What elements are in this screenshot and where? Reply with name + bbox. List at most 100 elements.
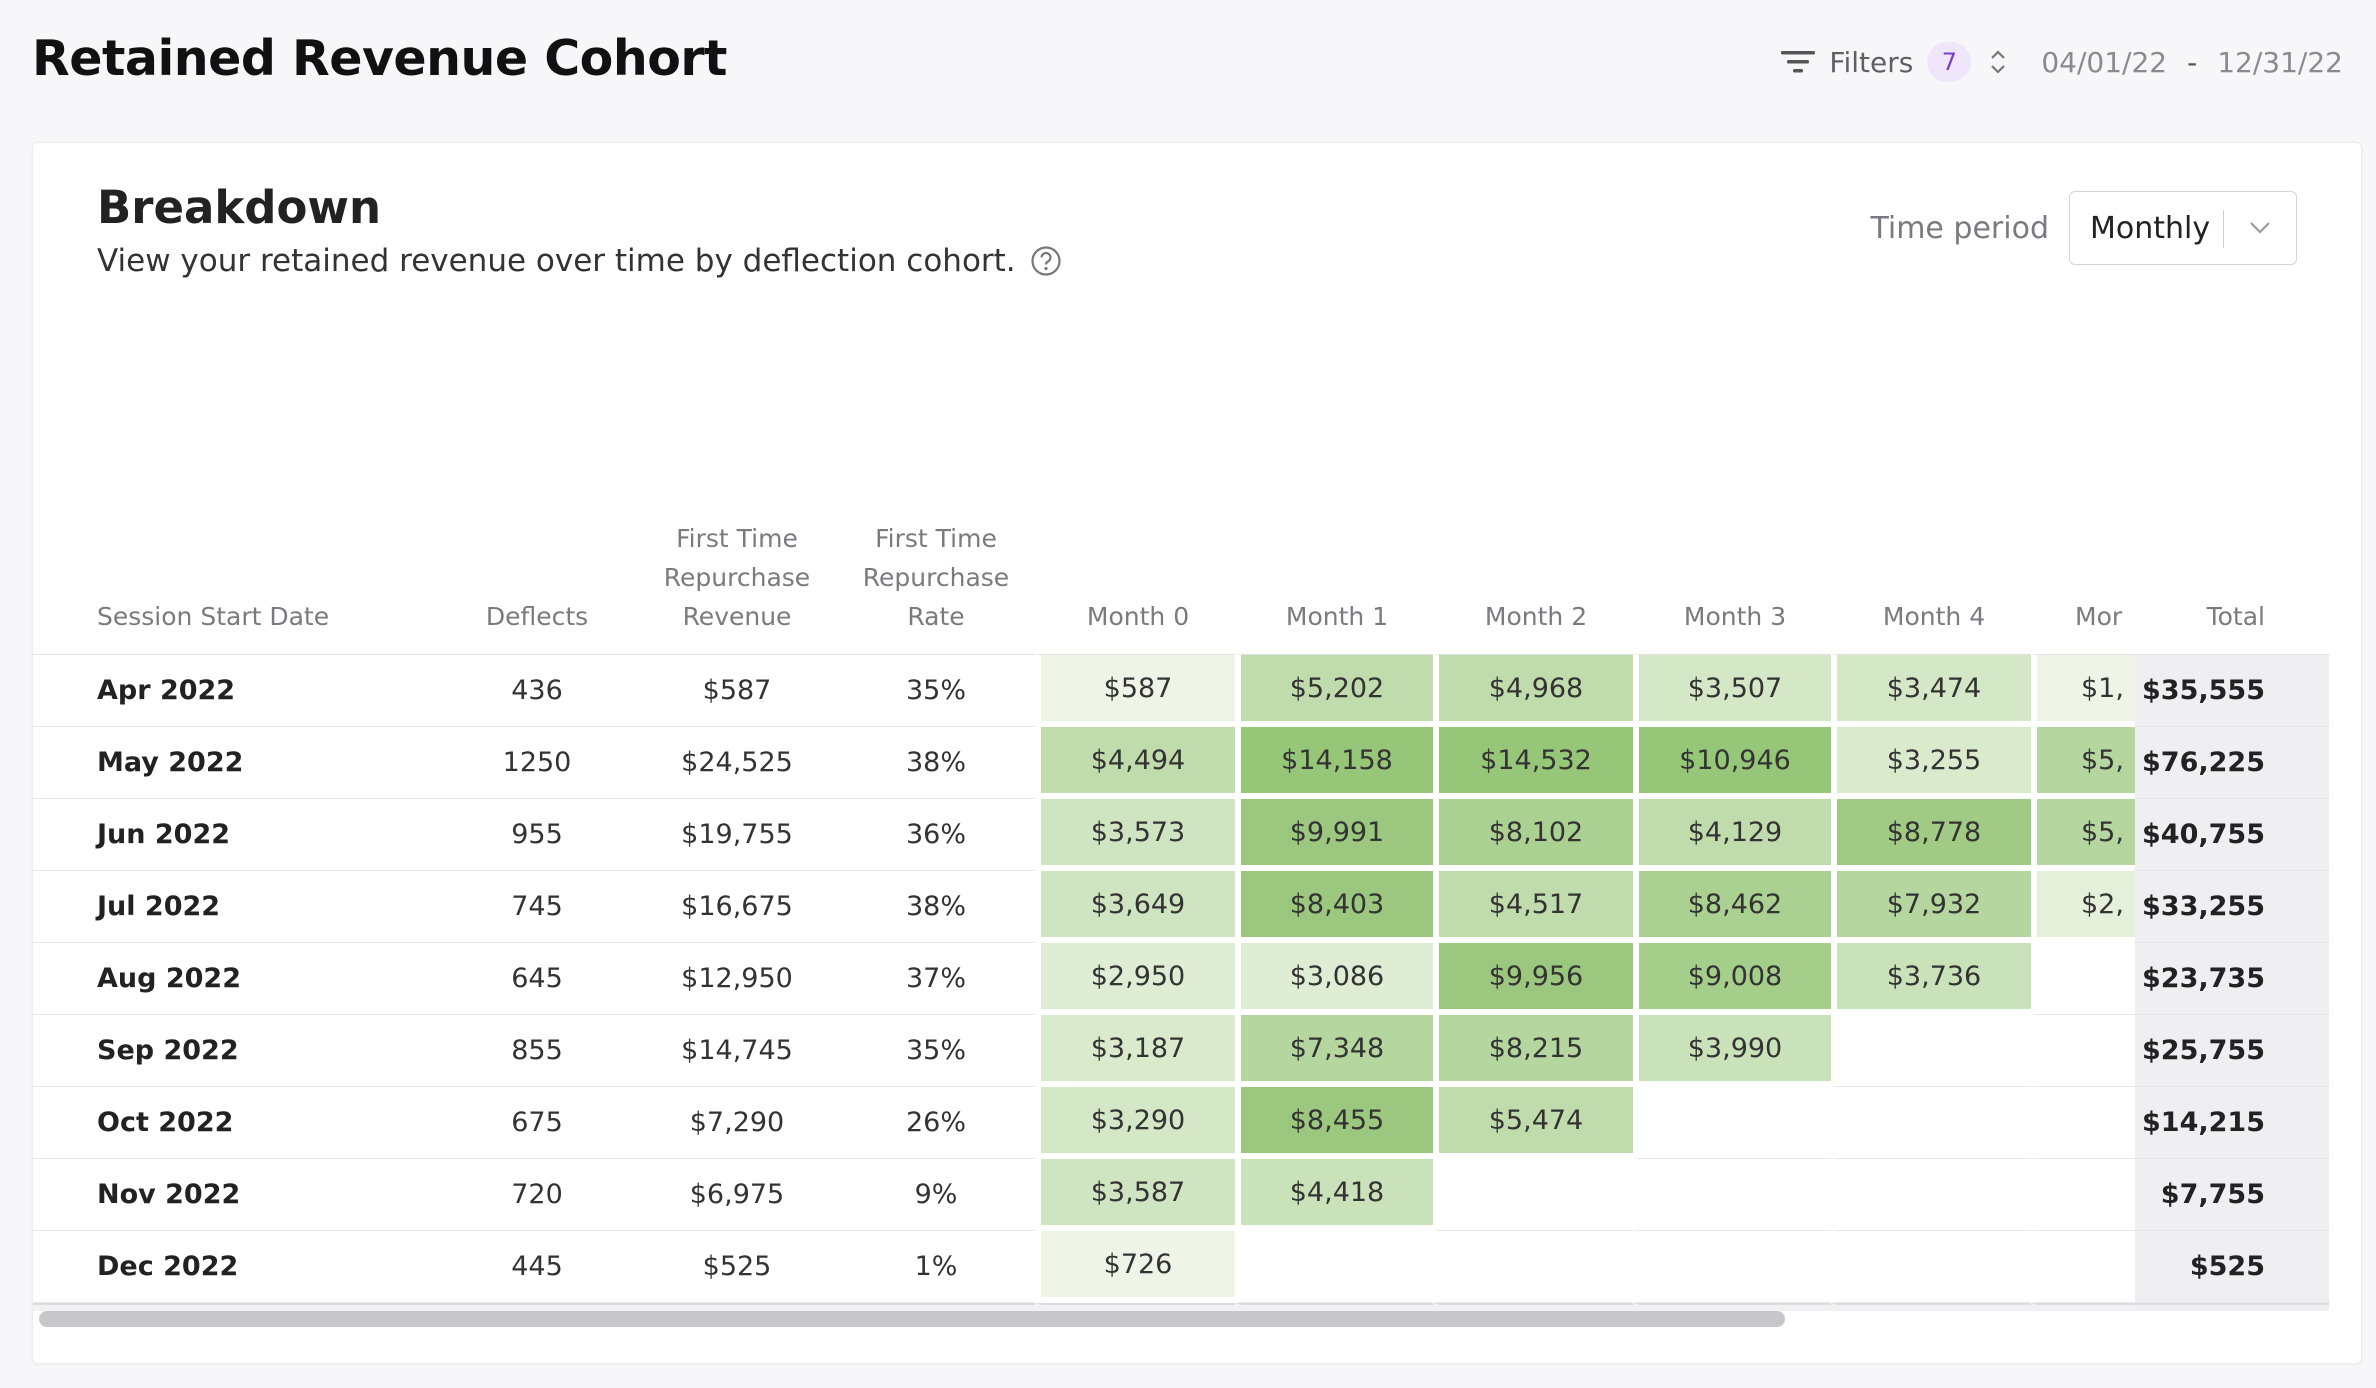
col-header-month-4[interactable]: Month 4 — [1831, 359, 2031, 655]
sort-icon[interactable] — [1989, 49, 2007, 75]
cell-first-time-revenue: $6,975 — [637, 1159, 837, 1231]
footer-month-4: $27,175 — [1831, 1303, 2031, 1311]
footer-month-3: $40,043 — [1633, 1303, 1831, 1311]
scrollbar-thumb[interactable] — [39, 1311, 1785, 1327]
cell-month-0: $726 — [1035, 1231, 1235, 1303]
table-row[interactable]: Oct 2022 675 $7,290 26% $3,290 $8,455 $5,474 $1… — [33, 1087, 2329, 1159]
cell-first-time-rate: 35% — [837, 655, 1035, 727]
col-header-first-time-repurchase-rate[interactable]: First Time Repurchase Rate — [837, 359, 1035, 655]
cell-month-0: $3,290 — [1035, 1087, 1235, 1159]
topbar: Filters 7 04/01/22 - 12/31/22 — [1781, 42, 2343, 82]
table-row[interactable]: Sep 2022 855 $14,745 35% $3,187 $7,348 $8,215 $… — [33, 1015, 2329, 1087]
cell-month-3 — [1633, 1087, 1831, 1159]
cell-month-0: $4,494 — [1035, 727, 1235, 799]
cell-month-1: $3,086 — [1235, 943, 1433, 1015]
time-period-value: Monthly — [2090, 210, 2211, 246]
col-header-total[interactable]: Total — [2135, 359, 2329, 655]
cell-month-2 — [1433, 1159, 1633, 1231]
col-header-session-start-date[interactable]: Session Start Date — [33, 359, 437, 655]
breakdown-subtitle-text: View your retained revenue over time by … — [97, 243, 1016, 279]
cell-first-time-revenue: $19,755 — [637, 799, 837, 871]
cell-month-2: $5,474 — [1433, 1087, 1633, 1159]
cell-total: $525 — [2135, 1231, 2329, 1303]
cell-month-3 — [1633, 1159, 1831, 1231]
cell-month-0: $587 — [1035, 655, 1235, 727]
col-header-deflects[interactable]: Deflects — [437, 359, 637, 655]
table-header-row: Session Start Date Deflects First Time R… — [33, 359, 2329, 655]
table-row[interactable]: Dec 2022 445 $525 1% $726 $525 — [33, 1231, 2329, 1303]
col-header-line: First Time — [875, 524, 997, 553]
table-row[interactable]: Nov 2022 720 $6,975 9% $3,587 $4,418 $7,755 — [33, 1159, 2329, 1231]
table-row[interactable]: Apr 2022 436 $587 35% $587 $5,202 $4,968 $3,507… — [33, 655, 2329, 727]
help-icon[interactable] — [1030, 245, 1062, 277]
cell-month-4: $8,778 — [1831, 799, 2031, 871]
cell-month-4 — [1831, 1231, 2031, 1303]
cohort-table-container[interactable]: Session Start Date Deflects First Time R… — [33, 359, 2329, 1311]
breakdown-title: Breakdown — [97, 181, 382, 234]
table-row[interactable]: Aug 2022 645 $12,950 37% $2,950 $3,086 $9,956 $… — [33, 943, 2329, 1015]
col-header-month-2[interactable]: Month 2 — [1433, 359, 1633, 655]
cell-month-5: $5, — [2031, 799, 2135, 871]
date-start-input[interactable]: 04/01/22 — [2041, 45, 2168, 79]
select-divider — [2222, 210, 2224, 248]
page-title: Retained Revenue Cohort — [32, 30, 727, 87]
cell-first-time-revenue: $24,525 — [637, 727, 837, 799]
footer-total: $222,220 — [2135, 1303, 2329, 1311]
cell-deflects: 745 — [437, 871, 637, 943]
cell-total: $33,255 — [2135, 871, 2329, 943]
filters-label: Filters — [1829, 45, 1914, 79]
col-header-line: Repurchase — [663, 563, 811, 592]
col-header-first-time-repurchase-revenue[interactable]: First Time Repurchase Revenue — [637, 359, 837, 655]
cell-total: $40,755 — [2135, 799, 2329, 871]
cell-month-0: $3,573 — [1035, 799, 1235, 871]
table-row[interactable]: Jun 2022 955 $19,755 36% $3,573 $9,991 $8,102 $… — [33, 799, 2329, 871]
cell-month-2: $8,215 — [1433, 1015, 1633, 1087]
cell-month-4: $3,474 — [1831, 655, 2031, 727]
cell-session-start-date: Sep 2022 — [33, 1015, 437, 1087]
col-header-month-5[interactable]: Mor — [2031, 359, 2135, 655]
cell-session-start-date: Jun 2022 — [33, 799, 437, 871]
cell-session-start-date: Dec 2022 — [33, 1231, 437, 1303]
footer-month-0: $26,043 — [1035, 1303, 1235, 1311]
chevron-down-icon — [2250, 222, 2270, 234]
cell-month-4 — [1831, 1087, 2031, 1159]
cell-session-start-date: Apr 2022 — [33, 655, 437, 727]
cell-month-5: $1, — [2031, 655, 2135, 727]
footer-label: Total — [33, 1303, 1035, 1311]
cell-first-time-rate: 38% — [837, 727, 1035, 799]
cell-month-4 — [1831, 1015, 2031, 1087]
col-header-month-0[interactable]: Month 0 — [1035, 359, 1235, 655]
col-header-line: Rate — [907, 602, 965, 631]
time-period-select[interactable]: Monthly — [2069, 191, 2297, 265]
date-end-input[interactable]: 12/31/22 — [2217, 45, 2343, 79]
table-row[interactable]: Jul 2022 745 $16,675 38% $3,649 $8,403 $4,517 $… — [33, 871, 2329, 943]
col-header-month-1[interactable]: Month 1 — [1235, 359, 1433, 655]
footer-month-1: $61,061 — [1235, 1303, 1433, 1311]
cell-month-1: $8,455 — [1235, 1087, 1433, 1159]
cell-first-time-revenue: $12,950 — [637, 943, 837, 1015]
table-row[interactable]: May 2022 1250 $24,525 38% $4,494 $14,158 $14,5… — [33, 727, 2329, 799]
cell-month-4 — [1831, 1159, 2031, 1231]
cell-month-3: $4,129 — [1633, 799, 1831, 871]
date-range-separator: - — [2187, 45, 2198, 79]
cell-month-0: $3,587 — [1035, 1159, 1235, 1231]
filters-button[interactable]: Filters 7 — [1781, 42, 1972, 82]
cell-month-1: $9,991 — [1235, 799, 1433, 871]
cohort-table: Session Start Date Deflects First Time R… — [33, 359, 2329, 1311]
cell-first-time-rate: 37% — [837, 943, 1035, 1015]
cell-first-time-rate: 9% — [837, 1159, 1035, 1231]
cell-total: $14,215 — [2135, 1087, 2329, 1159]
cell-first-time-rate: 38% — [837, 871, 1035, 943]
cell-deflects: 1250 — [437, 727, 637, 799]
cell-month-2: $4,968 — [1433, 655, 1633, 727]
cell-month-0: $2,950 — [1035, 943, 1235, 1015]
cell-first-time-rate: 36% — [837, 799, 1035, 871]
cell-month-3: $3,507 — [1633, 655, 1831, 727]
col-header-line: Repurchase — [862, 563, 1010, 592]
cell-deflects: 855 — [437, 1015, 637, 1087]
horizontal-scrollbar[interactable] — [39, 1309, 2353, 1329]
time-period-label: Time period — [1870, 210, 2049, 246]
cell-total: $25,755 — [2135, 1015, 2329, 1087]
cell-month-5 — [2031, 1159, 2135, 1231]
col-header-month-3[interactable]: Month 3 — [1633, 359, 1831, 655]
